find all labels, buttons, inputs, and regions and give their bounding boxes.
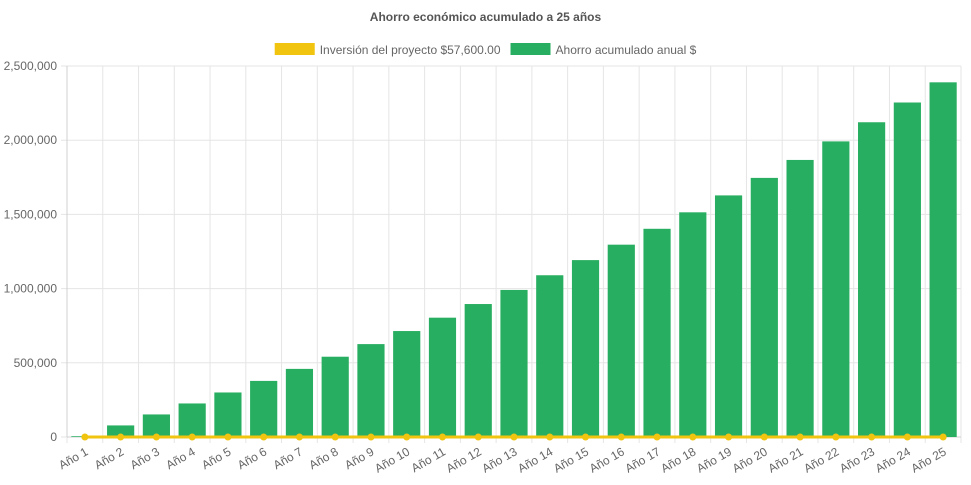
x-tick-label: Año 19 (694, 444, 734, 475)
line-point[interactable] (546, 433, 554, 441)
x-tick-label: Año 5 (199, 444, 233, 472)
line-point[interactable] (81, 433, 89, 441)
grid (61, 65, 962, 443)
line-point[interactable] (760, 433, 768, 441)
bar[interactable] (500, 289, 528, 437)
line-point[interactable] (868, 433, 876, 441)
line-point[interactable] (367, 433, 375, 441)
x-tick-label: Año 25 (909, 444, 949, 475)
x-axis: Año 1 Año 2 Año 3 Año 4 Año 5 Año 6 Año 7 Año 8… (56, 436, 961, 476)
line-point[interactable] (725, 433, 733, 441)
x-tick-label: Año 10 (372, 444, 412, 475)
line-point[interactable] (260, 433, 268, 441)
x-tick-label: Año 21 (766, 444, 806, 475)
bar[interactable] (607, 244, 635, 437)
bar[interactable] (285, 368, 314, 437)
bar[interactable] (714, 195, 743, 437)
bar[interactable] (250, 380, 278, 437)
line-point[interactable] (331, 433, 339, 441)
line-point[interactable] (403, 433, 411, 441)
bar[interactable] (679, 212, 707, 437)
line-point[interactable] (224, 433, 232, 441)
line-point[interactable] (653, 433, 661, 441)
line-point[interactable] (689, 433, 697, 441)
x-tick-label: Año 13 (480, 444, 520, 475)
x-tick-label: Año 9 (342, 444, 376, 472)
legend-label: Inversión del proyecto $57,600.00 (320, 43, 501, 57)
bar[interactable] (571, 260, 600, 437)
bar[interactable] (464, 304, 492, 437)
x-tick-label: Año 4 (164, 444, 198, 472)
bar[interactable] (357, 344, 385, 437)
y-tick-label: 0 (50, 430, 57, 444)
bar[interactable] (643, 228, 671, 437)
bar[interactable] (822, 141, 850, 437)
legend-label: Ahorro acumulado anual $ (556, 43, 697, 57)
bar[interactable] (142, 414, 170, 437)
bar[interactable] (107, 425, 135, 437)
x-tick-label: Año 3 (128, 444, 162, 472)
chart-title: Ahorro económico acumulado a 25 años (370, 10, 602, 24)
legend-swatch (510, 43, 551, 55)
line-point[interactable] (117, 433, 125, 441)
bar[interactable] (858, 122, 886, 438)
bar[interactable] (214, 392, 242, 437)
line-point[interactable] (510, 433, 518, 441)
x-tick-label: Año 6 (235, 444, 269, 472)
bar[interactable] (929, 82, 957, 437)
bar[interactable] (786, 159, 814, 437)
x-tick-label: Año 16 (587, 444, 627, 475)
line-point[interactable] (939, 433, 947, 441)
y-tick-label: 2,000,000 (4, 133, 58, 147)
legend-item[interactable]: Inversión del proyecto $57,600.00 (274, 43, 501, 57)
line-point[interactable] (295, 433, 303, 441)
line-point[interactable] (474, 433, 482, 441)
y-axis: 0 500,000 1,000,000 1,500,000 2,000,000 2,500… (4, 59, 68, 444)
bar[interactable] (321, 356, 349, 437)
x-tick-label: Año 11 (409, 444, 448, 475)
bar[interactable] (536, 275, 564, 437)
bar[interactable] (178, 403, 206, 437)
x-tick-label: Año 17 (623, 444, 663, 475)
x-tick-label: Año 2 (92, 444, 126, 472)
line-point[interactable] (617, 433, 625, 441)
line-point[interactable] (796, 433, 804, 441)
x-tick-label: Año 22 (801, 444, 841, 475)
y-tick-label: 500,000 (14, 356, 58, 370)
bar[interactable] (893, 102, 921, 437)
line-point[interactable] (832, 433, 840, 441)
line-point[interactable] (188, 433, 196, 441)
y-tick-label: 2,500,000 (4, 59, 58, 73)
x-tick-label: Año 8 (307, 444, 341, 472)
x-tick-label: Año 24 (873, 444, 913, 475)
x-tick-label: Año 20 (730, 444, 770, 475)
x-tick-label: Año 14 (515, 444, 555, 475)
line-point[interactable] (438, 433, 446, 441)
legend-item[interactable]: Ahorro acumulado anual $ (510, 43, 697, 57)
line-series (81, 433, 947, 441)
x-tick-label: Año 1 (56, 444, 90, 472)
x-tick-label: Año 15 (551, 444, 591, 475)
legend: Inversión del proyecto $57,600.00 Ahorro … (274, 43, 697, 57)
y-tick-label: 1,000,000 (4, 282, 58, 296)
x-tick-label: Año 7 (271, 444, 305, 472)
line-point[interactable] (582, 433, 590, 441)
bar[interactable] (393, 331, 421, 437)
x-tick-label: Año 18 (658, 444, 698, 475)
bar-series (71, 82, 957, 438)
line-point[interactable] (903, 433, 911, 441)
y-tick-label: 1,500,000 (4, 207, 58, 221)
line-point[interactable] (152, 433, 160, 441)
bar[interactable] (428, 317, 457, 437)
x-tick-label: Año 23 (837, 444, 877, 475)
bar[interactable] (750, 177, 778, 437)
x-tick-label: Año 12 (444, 444, 484, 475)
legend-swatch (274, 43, 315, 55)
